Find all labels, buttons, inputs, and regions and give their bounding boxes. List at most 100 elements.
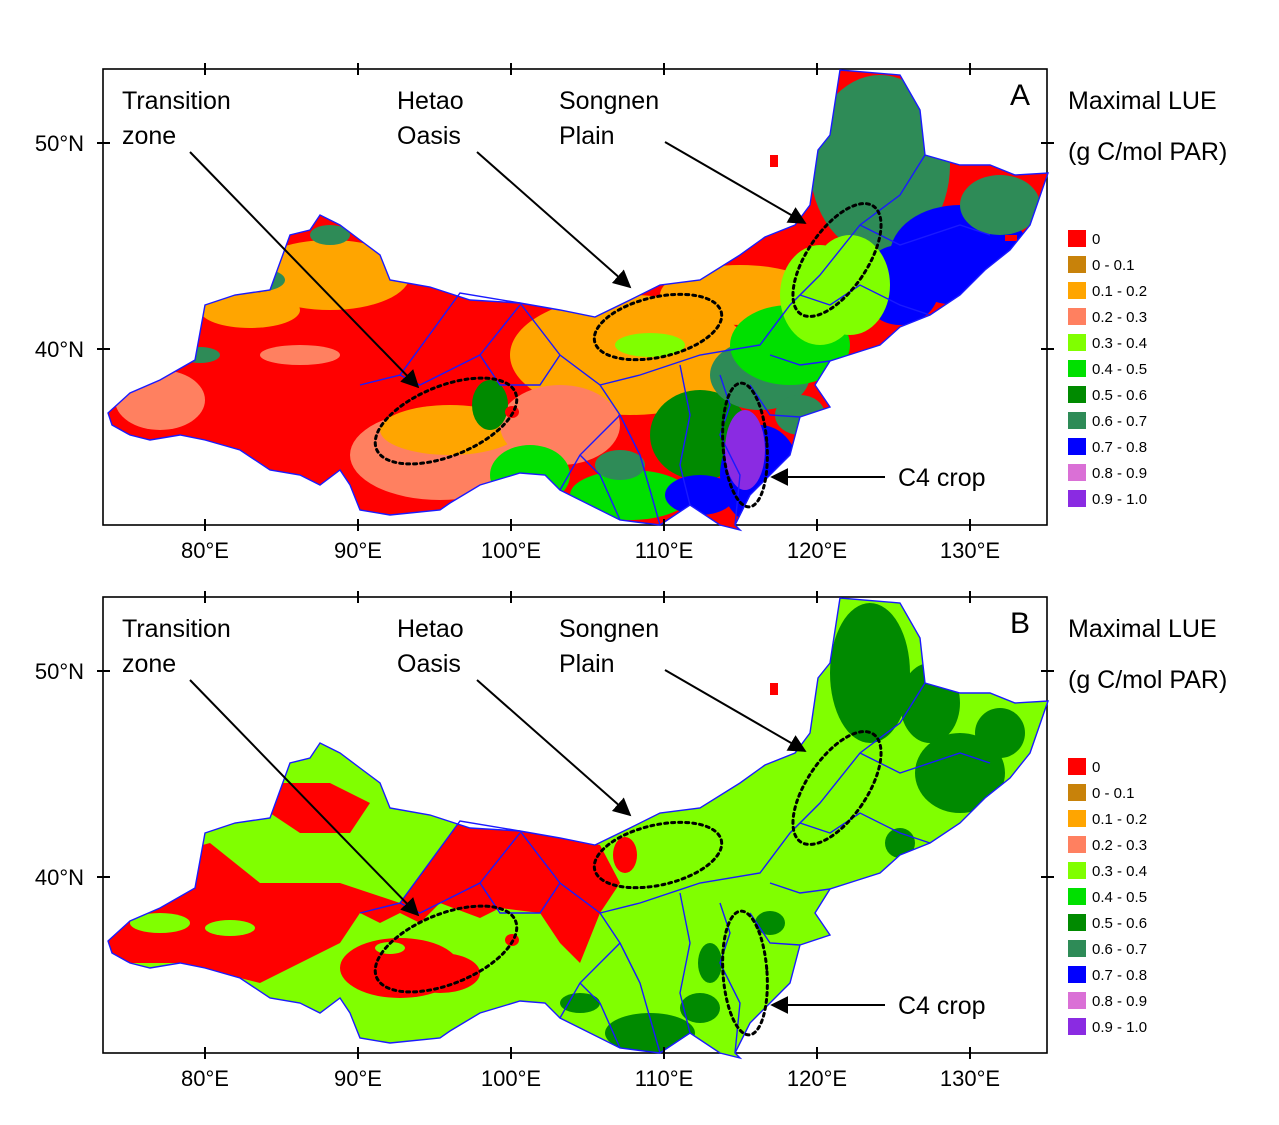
c4-crop-outline <box>721 381 769 509</box>
legend-swatch <box>1068 360 1086 377</box>
legend-swatch <box>1068 758 1086 775</box>
legend-swatch <box>1068 464 1086 481</box>
legend-swatch <box>1068 230 1086 247</box>
legend-label: 0.7 - 0.8 <box>1092 439 1147 456</box>
hetao-arrow <box>476 679 632 817</box>
land-mass <box>108 70 1048 530</box>
map-panel-a: Transition zone Hetao Oasis Songnen Plai… <box>0 55 1279 595</box>
hetao-label-line2: Oasis <box>397 122 461 150</box>
legend-swatch <box>1068 940 1086 957</box>
region-highlights <box>373 202 883 509</box>
legend-label: 0.6 - 0.7 <box>1092 941 1147 958</box>
axis-ticks <box>97 63 1054 531</box>
legend-title-line2: (g C/mol PAR) <box>1068 138 1227 166</box>
legend-title-line2: (g C/mol PAR) <box>1068 666 1227 694</box>
legend-swatch <box>1068 784 1086 801</box>
annotation-arrows <box>189 141 885 486</box>
legend-label: 0.8 - 0.9 <box>1092 993 1147 1010</box>
map-frame <box>102 68 1048 526</box>
lat-tick-50: 50°N <box>35 131 84 156</box>
legend-label: 0.3 - 0.4 <box>1092 863 1147 880</box>
map-figure-a: Transition zone Hetao Oasis Songnen Plai… <box>35 63 1227 563</box>
legend-swatch <box>1068 308 1086 325</box>
transition-zone-outline <box>373 376 519 466</box>
region-highlights <box>373 730 883 1037</box>
legend-swatch <box>1068 888 1086 905</box>
c4-crop-outline <box>721 909 769 1037</box>
songnen-plain-outline <box>791 202 883 318</box>
lon-tick-90: 90°E <box>334 538 382 563</box>
songnen-label-line2: Plain <box>559 122 615 150</box>
legend-swatch <box>1068 438 1086 455</box>
songnen-plain-outline <box>791 730 883 846</box>
transition-zone-outline <box>373 904 519 994</box>
legend-label: 0.4 - 0.5 <box>1092 361 1147 378</box>
lat-tick-40: 40°N <box>35 337 84 362</box>
transition-label-line1: Transition <box>122 615 231 643</box>
hetao-arrow <box>476 151 632 289</box>
legend-label: 0.2 - 0.3 <box>1092 309 1147 326</box>
lon-tick-130: 130°E <box>940 538 1000 563</box>
lon-tick-110: 110°E <box>635 538 694 563</box>
legend-title-line1: Maximal LUE <box>1068 615 1217 643</box>
transition-arrow <box>189 151 420 389</box>
legend-label: 0.2 - 0.3 <box>1092 837 1147 854</box>
c4-crop-label: C4 crop <box>898 992 986 1020</box>
legend-swatch <box>1068 490 1086 507</box>
legend: 0 0 - 0.1 0.1 - 0.2 0.2 - 0.3 0.3 - 0.4 0.4 -… <box>1068 230 1147 508</box>
axis-ticks <box>97 591 1054 1059</box>
lon-tick-110: 110°E <box>635 1066 694 1091</box>
songnen-arrow <box>664 141 807 224</box>
lon-tick-120: 120°E <box>787 1066 847 1091</box>
hetao-label-line1: Hetao <box>397 87 464 115</box>
hetao-label-line1: Hetao <box>397 615 464 643</box>
panel-letter: B <box>1010 607 1030 640</box>
lat-tick-50: 50°N <box>35 659 84 684</box>
legend-label: 0.9 - 1.0 <box>1092 491 1147 508</box>
legend-title-line1: Maximal LUE <box>1068 87 1217 115</box>
hetao-oasis-outline <box>592 820 724 890</box>
transition-label-line2: zone <box>122 122 176 150</box>
legend-label: 0.5 - 0.6 <box>1092 915 1147 932</box>
legend-label: 0.7 - 0.8 <box>1092 967 1147 984</box>
lon-tick-100: 100°E <box>481 1066 541 1091</box>
lon-tick-120: 120°E <box>787 538 847 563</box>
songnen-arrow <box>664 669 807 752</box>
legend-label: 0 - 0.1 <box>1092 257 1135 274</box>
lon-tick-100: 100°E <box>481 538 541 563</box>
legend-swatch <box>1068 862 1086 879</box>
legend-swatch <box>1068 282 1086 299</box>
legend-swatch <box>1068 412 1086 429</box>
legend-label: 0 <box>1092 759 1100 776</box>
province-boundaries <box>107 597 1050 1060</box>
hetao-oasis-outline <box>592 292 724 362</box>
legend-label: 0 - 0.1 <box>1092 785 1135 802</box>
hetao-label-line2: Oasis <box>397 650 461 678</box>
songnen-label-line1: Songnen <box>559 615 659 643</box>
legend-swatch <box>1068 992 1086 1009</box>
legend-swatch <box>1068 810 1086 827</box>
province-boundaries <box>107 69 1050 532</box>
lon-tick-130: 130°E <box>940 1066 1000 1091</box>
legend-label: 0.8 - 0.9 <box>1092 465 1147 482</box>
annotation-arrows <box>189 669 885 1014</box>
legend-swatch <box>1068 836 1086 853</box>
songnen-label-line1: Songnen <box>559 87 659 115</box>
legend: 0 0 - 0.1 0.1 - 0.2 0.2 - 0.3 0.3 - 0.4 0.4 -… <box>1068 758 1147 1036</box>
legend-label: 0.9 - 1.0 <box>1092 1019 1147 1036</box>
map-figure-b: Transition zone Hetao Oasis Songnen Plai… <box>35 591 1227 1091</box>
legend-swatch <box>1068 334 1086 351</box>
legend-swatch <box>1068 256 1086 273</box>
songnen-label-line2: Plain <box>559 650 615 678</box>
map-panel-b: Transition zone Hetao Oasis Songnen Plai… <box>0 583 1279 1123</box>
map-frame <box>102 596 1048 1054</box>
panel-letter: A <box>1010 79 1030 112</box>
legend-swatch <box>1068 386 1086 403</box>
legend-swatch <box>1068 1018 1086 1035</box>
transition-arrow <box>189 679 420 917</box>
c4-crop-label: C4 crop <box>898 464 986 492</box>
legend-label: 0.3 - 0.4 <box>1092 335 1147 352</box>
legend-label: 0.4 - 0.5 <box>1092 889 1147 906</box>
legend-label: 0.1 - 0.2 <box>1092 811 1147 828</box>
lon-tick-80: 80°E <box>181 1066 229 1091</box>
